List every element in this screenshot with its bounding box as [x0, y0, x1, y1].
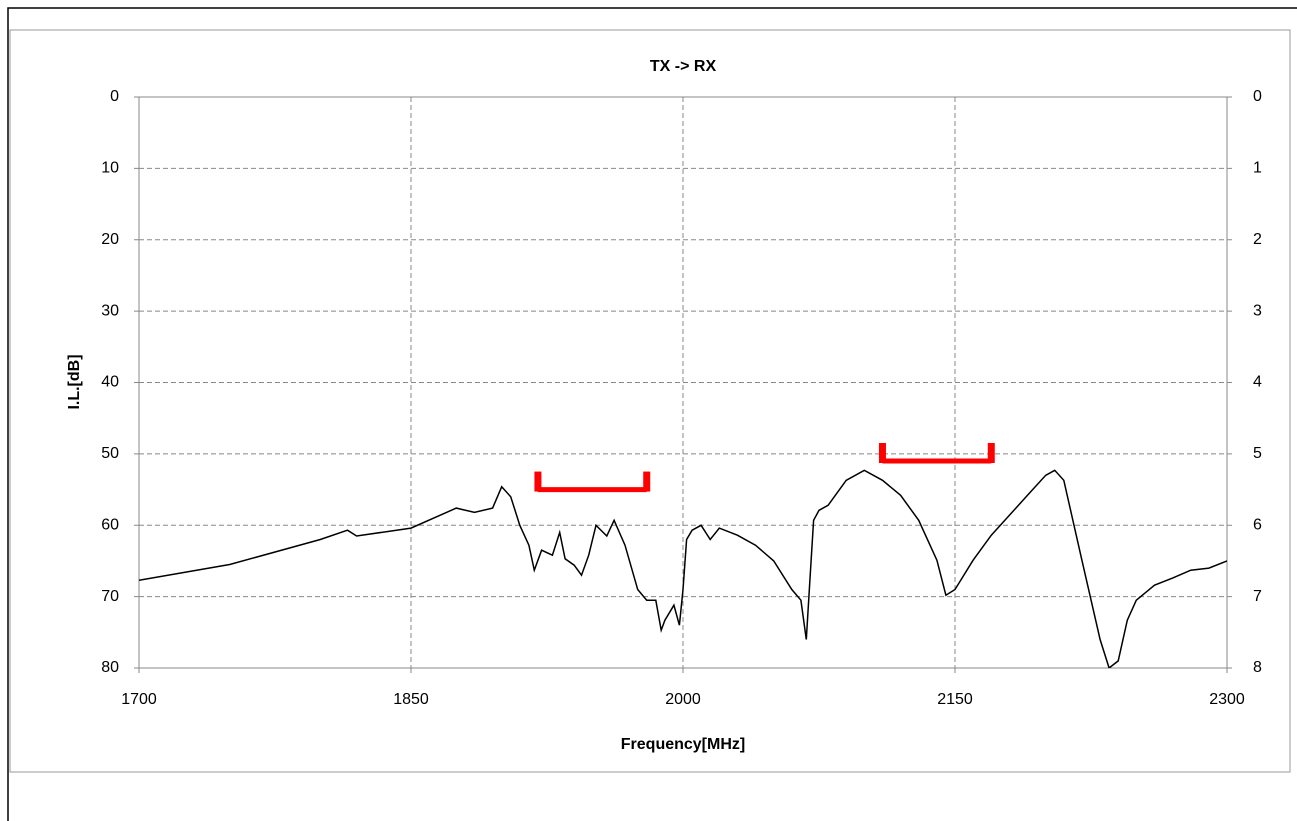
y2-tick-label: 1 [1253, 160, 1262, 177]
x-axis-label: Frequency[MHz] [621, 736, 745, 753]
y-tick-label: 30 [101, 302, 119, 319]
chart-frame [9, 29, 1291, 773]
y2-tick-label: 4 [1253, 374, 1262, 391]
y2-tick-label: 2 [1253, 231, 1262, 248]
y-tick-label: 40 [101, 374, 119, 391]
line [139, 469, 1227, 668]
y-tick-label: 20 [101, 231, 119, 248]
y-tick-label: 50 [101, 445, 119, 462]
y-tick-label: 60 [101, 516, 119, 533]
x-tick-label: 2150 [937, 691, 973, 708]
x-tick-label: 1850 [393, 691, 429, 708]
y-tick-label: 0 [110, 88, 119, 105]
y2-tick-label: 0 [1253, 88, 1262, 105]
chart-title: TX -> RX [650, 58, 717, 75]
y2-tick-label: 5 [1253, 445, 1262, 462]
x-tick-label: 1700 [121, 691, 157, 708]
plot-frame [138, 96, 1228, 669]
y2-tick-label: 8 [1253, 659, 1262, 676]
y-tick-label: 70 [101, 588, 119, 605]
y-tick-label: 10 [101, 160, 119, 177]
y-tick-label: 80 [101, 659, 119, 676]
y2-tick-label: 3 [1253, 302, 1262, 319]
x-tick-label: 2300 [1209, 691, 1245, 708]
y2-tick-label: 7 [1253, 588, 1262, 605]
y-axis-label: I.L.[dB] [66, 354, 83, 409]
outer-frame [7, 7, 1297, 821]
y2-tick-label: 6 [1253, 516, 1262, 533]
plot-area [139, 443, 1227, 668]
x-tick-label: 2000 [665, 691, 701, 708]
